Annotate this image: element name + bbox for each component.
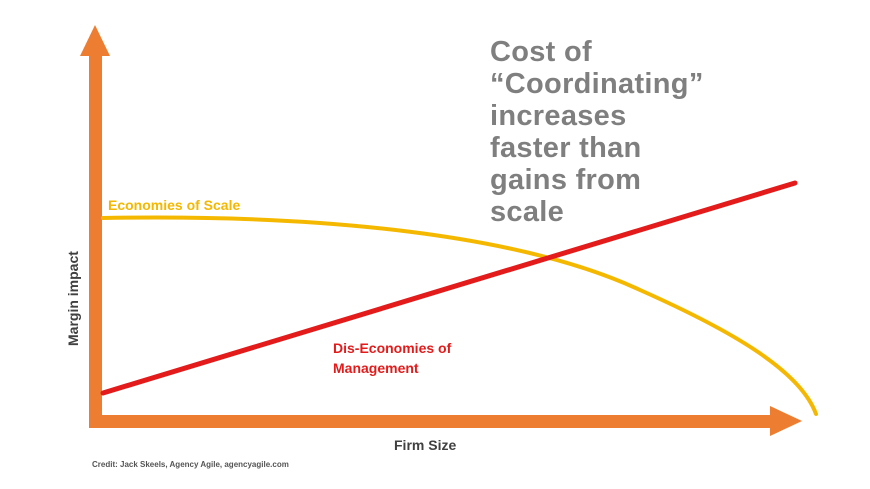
headline-line: increases <box>490 100 627 132</box>
headline-line: gains from <box>490 164 642 196</box>
headline-line: Cost of <box>490 36 592 68</box>
credit-text: Credit: Jack Skeels, Agency Agile, agenc… <box>92 460 289 469</box>
headline-text: Cost of “Coordinating” increases faster … <box>490 36 820 228</box>
dis-economies-label-line2: Management <box>333 360 419 376</box>
y-axis-line <box>89 52 102 428</box>
economies-of-scale-curve <box>101 215 818 416</box>
headline-line: “Coordinating” <box>490 68 704 100</box>
economies-of-scale-label: Economies of Scale <box>108 197 240 213</box>
x-axis-label: Firm Size <box>394 437 456 453</box>
x-axis <box>89 406 802 436</box>
x-axis-line <box>89 415 773 428</box>
x-axis-arrowhead <box>770 406 802 436</box>
headline-line: faster than <box>490 132 642 164</box>
y-axis <box>80 25 110 428</box>
dis-economies-label-line1: Dis-Economies of <box>333 340 452 356</box>
y-axis-label: Margin impact <box>65 251 81 346</box>
headline-line: scale <box>490 196 565 228</box>
y-axis-arrowhead <box>80 25 110 56</box>
dis-economies-line <box>100 180 798 396</box>
